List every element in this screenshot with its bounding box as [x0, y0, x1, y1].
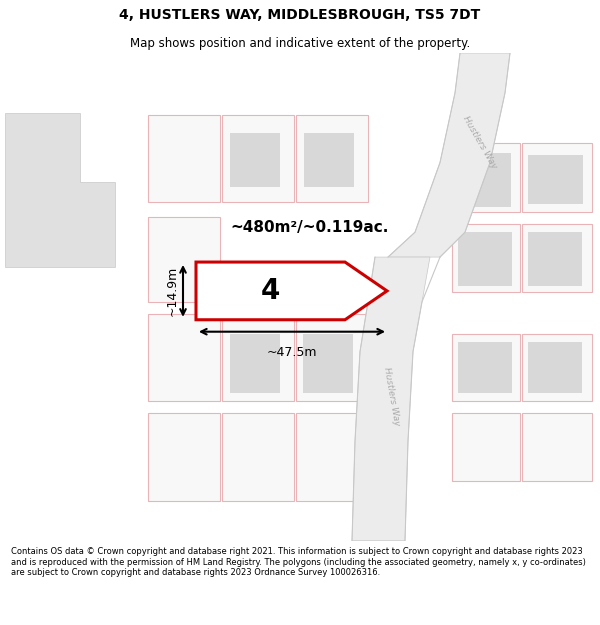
Polygon shape [5, 113, 115, 267]
Text: Hustlers Way: Hustlers Way [382, 366, 401, 426]
Bar [222, 314, 294, 401]
Bar [222, 115, 294, 202]
Bar [452, 413, 520, 481]
Bar [528, 232, 582, 286]
Polygon shape [196, 262, 387, 320]
Text: 4: 4 [260, 277, 280, 305]
Bar [222, 413, 294, 501]
Text: Hustlers Way: Hustlers Way [461, 115, 499, 171]
Bar [230, 334, 280, 393]
Text: ~14.9m: ~14.9m [166, 266, 179, 316]
Bar [522, 224, 592, 292]
Bar [304, 132, 354, 188]
Bar [296, 314, 368, 401]
Text: ~480m²/~0.119ac.: ~480m²/~0.119ac. [231, 220, 389, 235]
Bar [522, 142, 592, 212]
Bar [240, 272, 320, 310]
Bar [296, 413, 368, 501]
Bar [230, 132, 280, 188]
Polygon shape [352, 257, 430, 541]
Bar [458, 232, 512, 286]
Bar [528, 154, 583, 204]
Bar [522, 334, 592, 401]
Bar [522, 413, 592, 481]
Bar [452, 224, 520, 292]
Bar [452, 334, 520, 401]
Bar [528, 342, 582, 393]
Bar [148, 413, 220, 501]
Bar [456, 152, 511, 208]
Bar [148, 314, 220, 401]
Text: 4, HUSTLERS WAY, MIDDLESBROUGH, TS5 7DT: 4, HUSTLERS WAY, MIDDLESBROUGH, TS5 7DT [119, 8, 481, 22]
Bar [148, 115, 220, 202]
Bar [458, 342, 512, 393]
Bar [296, 115, 368, 202]
Polygon shape [388, 53, 510, 257]
Text: Map shows position and indicative extent of the property.: Map shows position and indicative extent… [130, 37, 470, 50]
Bar [303, 334, 353, 393]
Text: ~47.5m: ~47.5m [267, 346, 317, 359]
Text: Contains OS data © Crown copyright and database right 2021. This information is : Contains OS data © Crown copyright and d… [11, 548, 586, 577]
Bar [148, 217, 220, 302]
Bar [450, 142, 520, 212]
